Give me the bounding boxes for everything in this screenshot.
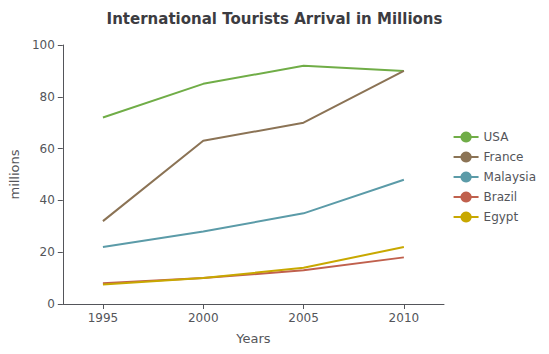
svg-text:Malaysia: Malaysia [484,170,536,184]
svg-text:Years: Years [235,331,271,346]
svg-text:millions: millions [7,149,22,199]
svg-text:2005: 2005 [288,311,319,325]
svg-text:1995: 1995 [88,311,119,325]
svg-text:France: France [484,150,524,164]
svg-text:40: 40 [40,193,55,207]
svg-text:0: 0 [47,297,55,311]
svg-text:60: 60 [40,142,55,156]
svg-text:80: 80 [40,90,55,104]
svg-text:Brazil: Brazil [484,190,518,204]
svg-text:Egypt: Egypt [484,210,519,224]
svg-text:20: 20 [40,245,55,259]
svg-text:International Tourists Arrival: International Tourists Arrival in Millio… [107,10,443,28]
svg-text:2000: 2000 [188,311,219,325]
svg-text:100: 100 [32,38,55,52]
svg-text:USA: USA [484,130,510,144]
svg-text:2010: 2010 [389,311,420,325]
